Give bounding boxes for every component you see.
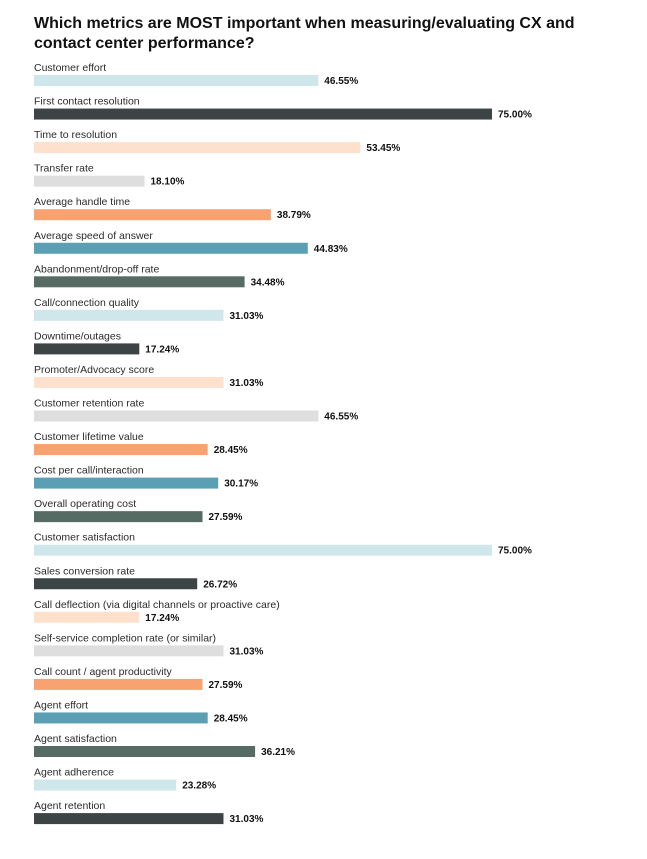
value-label: 31.03% [230, 311, 264, 322]
value-label: 26.72% [203, 579, 237, 590]
bar [34, 309, 224, 321]
bar [34, 108, 492, 120]
category-label: Call count / agent productivity [34, 666, 172, 678]
bar [34, 410, 319, 422]
bar [34, 175, 145, 187]
value-label: 75.00% [498, 546, 532, 557]
category-label: Promoter/Advocacy score [34, 364, 154, 376]
value-label: 31.03% [230, 646, 264, 657]
category-label: Time to resolution [34, 129, 117, 141]
bar [34, 813, 224, 825]
category-label: Average speed of answer [34, 230, 153, 242]
value-label: 46.55% [324, 76, 358, 87]
bar [34, 712, 208, 724]
bar [34, 645, 224, 657]
value-label: 27.59% [209, 512, 243, 523]
value-label: 53.45% [366, 143, 400, 154]
value-label: 34.48% [251, 277, 285, 288]
category-label: Self-service completion rate (or similar… [34, 632, 216, 644]
bar [34, 678, 203, 690]
category-label: Overall operating cost [34, 498, 136, 510]
value-label: 44.83% [314, 244, 348, 255]
category-label: First contact resolution [34, 96, 140, 108]
value-label: 46.55% [324, 412, 358, 423]
category-label: Agent adherence [34, 767, 114, 779]
bar [34, 142, 361, 154]
bar [34, 276, 245, 288]
value-label: 28.45% [214, 445, 248, 456]
category-label: Cost per call/interaction [34, 465, 144, 477]
bar [34, 343, 140, 355]
category-label: Call/connection quality [34, 297, 140, 309]
value-label: 18.10% [151, 177, 185, 188]
category-label: Customer retention rate [34, 398, 144, 410]
category-label: Abandonment/drop-off rate [34, 263, 159, 275]
value-label: 30.17% [224, 479, 258, 490]
bar [34, 376, 224, 388]
category-label: Call deflection (via digital channels or… [34, 599, 280, 611]
category-label: Downtime/outages [34, 330, 121, 342]
bar [34, 611, 140, 623]
value-label: 31.03% [230, 814, 264, 825]
value-label: 75.00% [498, 110, 532, 121]
category-label: Customer lifetime value [34, 431, 144, 443]
bar [34, 746, 256, 757]
bar [34, 444, 208, 456]
bar [34, 544, 492, 556]
bar [34, 477, 219, 489]
category-label: Customer effort [34, 62, 106, 74]
category-label: Average handle time [34, 196, 130, 208]
category-label: Agent retention [34, 800, 105, 812]
value-label: 38.79% [277, 210, 311, 221]
category-label: Agent effort [34, 699, 88, 711]
chart-title: Which metrics are MOST important when me… [34, 15, 575, 52]
bar [34, 75, 319, 86]
bar [34, 779, 177, 791]
category-label: Customer satisfaction [34, 532, 135, 544]
category-label: Agent satisfaction [34, 733, 117, 745]
bar [34, 209, 271, 221]
value-label: 23.28% [182, 781, 216, 792]
category-label: Transfer rate [34, 163, 94, 175]
bar [34, 511, 203, 523]
value-label: 28.45% [214, 713, 248, 724]
value-label: 31.03% [230, 378, 264, 389]
bar [34, 242, 308, 254]
value-label: 17.24% [145, 613, 179, 624]
value-label: 36.21% [261, 747, 295, 758]
value-label: 17.24% [145, 344, 179, 355]
value-label: 27.59% [209, 680, 243, 691]
bar [34, 578, 198, 590]
category-label: Sales conversion rate [34, 565, 135, 577]
